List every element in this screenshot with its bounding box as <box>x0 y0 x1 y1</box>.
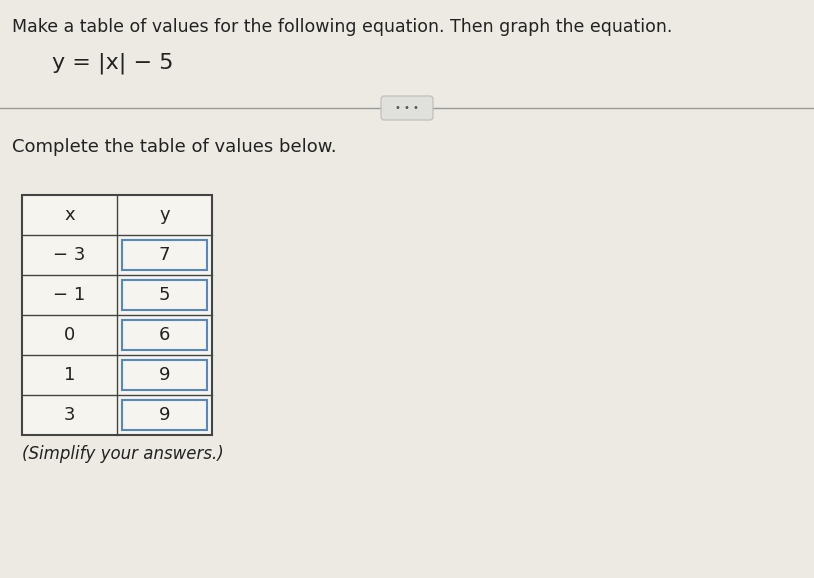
Text: x: x <box>64 206 75 224</box>
Text: 6: 6 <box>159 326 170 344</box>
Text: 9: 9 <box>159 406 170 424</box>
Bar <box>122 280 207 310</box>
Text: 0: 0 <box>63 326 75 344</box>
Text: Complete the table of values below.: Complete the table of values below. <box>12 138 337 156</box>
Bar <box>22 195 212 435</box>
FancyBboxPatch shape <box>381 96 433 120</box>
Text: 9: 9 <box>159 366 170 384</box>
Bar <box>122 360 207 390</box>
Bar <box>122 400 207 430</box>
Text: 5: 5 <box>159 286 170 304</box>
Bar <box>122 320 207 350</box>
Text: 3: 3 <box>63 406 75 424</box>
Text: − 3: − 3 <box>53 246 85 264</box>
Text: • • •: • • • <box>395 103 419 113</box>
Text: (Simplify your answers.): (Simplify your answers.) <box>22 445 224 463</box>
Text: 7: 7 <box>159 246 170 264</box>
Text: y: y <box>160 206 170 224</box>
Bar <box>22 195 212 435</box>
Text: − 1: − 1 <box>54 286 85 304</box>
Bar <box>122 240 207 270</box>
Text: 1: 1 <box>63 366 75 384</box>
Text: Make a table of values for the following equation. Then graph the equation.: Make a table of values for the following… <box>12 18 672 36</box>
Text: y = |x| − 5: y = |x| − 5 <box>52 52 173 73</box>
